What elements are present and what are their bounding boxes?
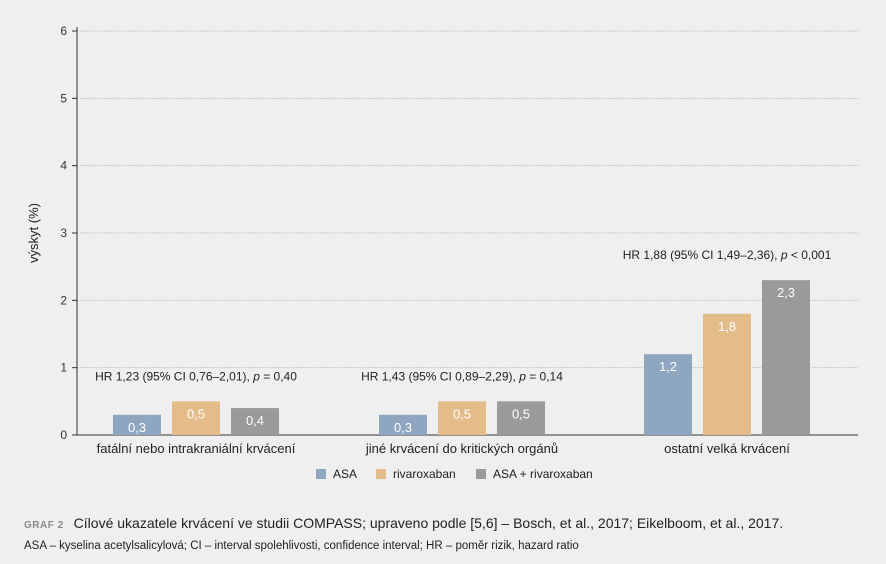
bar bbox=[438, 401, 486, 435]
bar-value-label: 0,3 bbox=[394, 420, 412, 435]
category-label: ostatní velká krvácení bbox=[664, 441, 790, 456]
bar-value-label: 0,5 bbox=[187, 406, 205, 421]
bar bbox=[379, 414, 427, 435]
bar bbox=[762, 280, 810, 435]
bar-value-label: 0,4 bbox=[246, 413, 264, 428]
bar bbox=[113, 414, 161, 435]
y-tick-label: 2 bbox=[60, 293, 67, 307]
figure-caption: GRAF 2 Cílové ukazatele krvácení ve studi… bbox=[24, 515, 783, 531]
legend-entry: ASA bbox=[333, 467, 357, 481]
bar bbox=[231, 408, 279, 435]
hr-annotation: HR 1,88 (95% CI 1,49–2,36), p < 0,001 bbox=[623, 248, 832, 262]
legend-swatch bbox=[476, 469, 486, 479]
figure-footnote: ASA – kyselina acetylsalicylová; CI – in… bbox=[24, 540, 579, 552]
y-tick-label: 6 bbox=[60, 24, 67, 38]
bar-value-label: 1,2 bbox=[659, 359, 677, 374]
legend-entry: rivaroxaban bbox=[393, 467, 456, 481]
hr-annotation: HR 1,23 (95% CI 0,76–2,01), p = 0,40 bbox=[95, 369, 297, 383]
bar-value-label: 1,8 bbox=[718, 319, 736, 334]
legend-entry: ASA + rivaroxaban bbox=[493, 467, 593, 481]
y-tick-label: 5 bbox=[60, 91, 67, 105]
bar bbox=[644, 354, 692, 435]
bar-value-label: 2,3 bbox=[777, 285, 795, 300]
bar bbox=[172, 401, 220, 435]
bar bbox=[703, 313, 751, 435]
bar-value-label: 0,5 bbox=[453, 406, 471, 421]
y-tick-label: 4 bbox=[60, 159, 67, 173]
y-tick-label: 1 bbox=[60, 361, 67, 375]
y-tick-label: 0 bbox=[60, 428, 67, 442]
bar-value-label: 0,5 bbox=[512, 406, 530, 421]
figure-caption-text: Cílové ukazatele krvácení ve studii COMP… bbox=[73, 515, 784, 531]
hr-annotation: HR 1,43 (95% CI 0,89–2,29), p = 0,14 bbox=[361, 369, 563, 383]
bar-value-label: 0,3 bbox=[128, 420, 146, 435]
y-axis-title: výskyt (%) bbox=[26, 203, 41, 263]
legend-swatch bbox=[316, 469, 326, 479]
y-tick-label: 3 bbox=[60, 226, 67, 240]
legend-swatch bbox=[376, 469, 386, 479]
category-label: fatální nebo intrakraniální krvácení bbox=[97, 441, 296, 456]
figure-tag: GRAF 2 bbox=[24, 520, 64, 531]
category-label: jiné krvácení do kritických orgánů bbox=[365, 441, 558, 456]
bar bbox=[497, 401, 545, 435]
